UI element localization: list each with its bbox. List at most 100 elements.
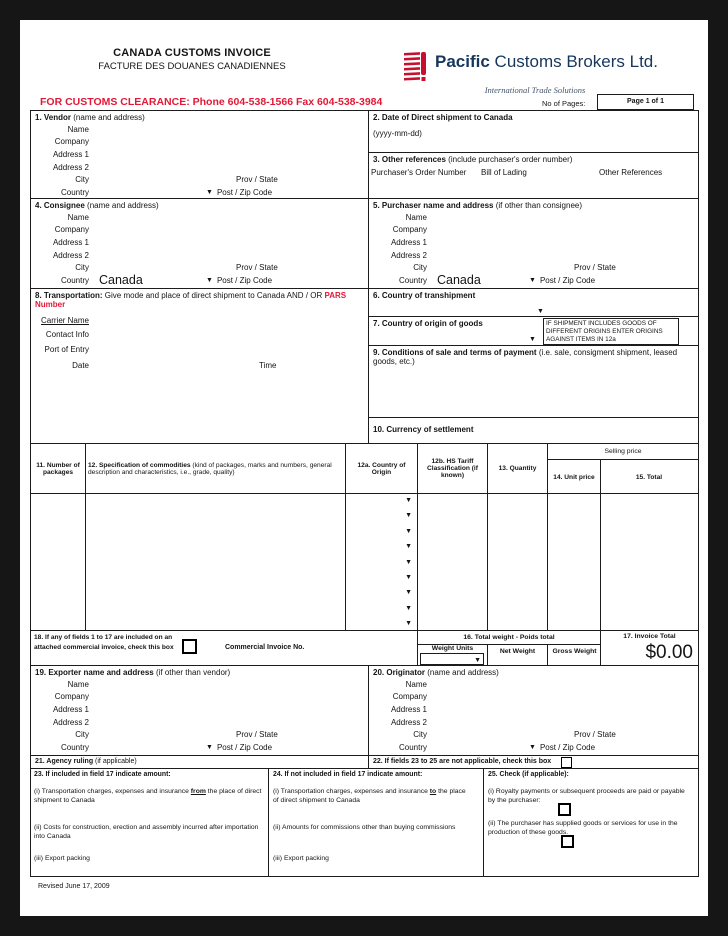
date-label: Date	[72, 360, 89, 370]
field-23-item-1-post: the place of direct shipment to Canada	[34, 788, 262, 805]
field-4-title: 4. Consignee (name and address)	[31, 199, 368, 211]
origin-dropdown-icon[interactable]: ▼	[529, 336, 536, 343]
consignee-postzip-label: Post / Zip Code	[216, 275, 273, 285]
invoice-page: CANADA CUSTOMS INVOICE FACTURE DES DOUAN…	[20, 20, 708, 916]
exporter-address2-label: Address 2	[52, 717, 89, 727]
field-17-invoice-total: 17. Invoice Total $0.00	[601, 631, 698, 666]
weight-units-dropdown-icon[interactable]: ▼	[474, 657, 481, 664]
field-23-item-3: (iii) Export packing	[34, 855, 90, 862]
fields-23-25-na-checkbox[interactable]	[561, 756, 572, 768]
col-12a-header: 12a. Country of Origin	[346, 444, 418, 494]
field-23-item-1-keyword: from	[190, 788, 206, 795]
brand-name: Pacific Customs Brokers Ltd.	[435, 50, 658, 72]
origin-row-dropdown-icon[interactable]: ▼	[405, 589, 412, 597]
col-12b-body[interactable]	[418, 494, 488, 631]
field-22-text: 22. If fields 23 to 25 are not applicabl…	[373, 758, 552, 765]
contact-info-label: Contact Info	[45, 330, 89, 340]
col-11-body[interactable]	[31, 494, 86, 631]
originator-city-label: City	[413, 730, 427, 740]
field-24-title: 24. If not included in field 17 indicate…	[273, 771, 423, 778]
origin-row-dropdown-icon[interactable]: ▼	[405, 604, 412, 612]
consignee-company-label: Company	[54, 225, 89, 235]
consignee-name-label: Name	[67, 212, 89, 222]
field-10-title: 10. Currency of settlement	[373, 425, 474, 434]
originator-company-label: Company	[392, 692, 427, 702]
consignee-country-dropdown-icon[interactable]: ▼	[206, 276, 213, 284]
exporter-provstate-label: Prov / State	[236, 730, 278, 740]
col-12b-header: 12b. HS Tariff Classification (if known)	[418, 444, 488, 494]
vendor-country-label: Country	[60, 187, 89, 197]
customs-clearance-notice: FOR CUSTOMS CLEARANCE: Phone 604-538-156…	[40, 96, 383, 108]
field-5-subtitle: (if other than consignee)	[495, 201, 583, 210]
field-9-subtitle: (i.e. sale, consigment shipment, leased …	[373, 348, 678, 366]
field-24-item-1-pre: (i) Transportation charges, expenses and…	[273, 788, 430, 795]
field-24-item-2: (ii) Amounts for commissions other than …	[273, 824, 456, 831]
page-count-field[interactable]: Page 1 of 1	[597, 94, 694, 110]
supplied-goods-checkbox[interactable]	[561, 835, 574, 848]
field-8-description: Give mode and place of direct shipment t…	[102, 291, 325, 300]
field-24-item-1-post: the place of direct shipment to Canada	[273, 788, 466, 805]
col-15-body[interactable]	[601, 494, 698, 631]
form-title-english: CANADA CUSTOMS INVOICE	[113, 47, 271, 59]
consignee-address2-label: Address 2	[52, 250, 89, 260]
col-11-header: 11. Number of packages	[31, 444, 86, 494]
consignee-provstate-label: Prov / State	[236, 263, 278, 273]
field-24-item-3: (iii) Export packing	[273, 855, 329, 862]
field-4-number: 4. Consignee	[35, 201, 85, 210]
field-18-attached-invoice: 18. If any of fields 1 to 17 are include…	[31, 631, 418, 666]
field-19-number: 19. Exporter name and address	[35, 668, 154, 677]
field-23-included-amounts: 23. If included in field 17 indicate amo…	[31, 769, 269, 876]
field-23-item-1: (i) Transportation charges, expenses and…	[34, 787, 262, 805]
field-16-title: 16. Total weight - Poids total	[418, 631, 600, 645]
origin-row-dropdown-icon[interactable]: ▼	[405, 573, 412, 581]
field-21-title: 21. Agency ruling (if applicable)	[31, 756, 368, 765]
net-weight-cell: Net Weight	[488, 644, 548, 666]
origin-row-dropdown-icon[interactable]: ▼	[405, 527, 412, 535]
origin-row-dropdown-icon[interactable]: ▼	[405, 512, 412, 520]
originator-country-dropdown-icon[interactable]: ▼	[529, 743, 536, 751]
field-2-date-of-shipment: 2. Date of Direct shipment to Canada (yy…	[369, 111, 698, 153]
field-20-subtitle: (name and address)	[427, 668, 499, 677]
customs-invoice-form: 1. Vendor (name and address) Name Compan…	[30, 110, 699, 877]
purchaser-address1-label: Address 1	[390, 237, 427, 247]
col-12-header: 12. Specification of commodities (kind o…	[86, 444, 346, 494]
origin-row-dropdown-icon[interactable]: ▼	[405, 543, 412, 551]
weight-units-label: Weight Units	[431, 645, 474, 652]
col-13-body[interactable]	[488, 494, 548, 631]
purchaser-country-value[interactable]: Canada	[437, 273, 481, 288]
vendor-city-label: City	[75, 175, 89, 185]
vendor-country-dropdown-icon[interactable]: ▼	[206, 188, 213, 196]
port-of-entry-label: Port of Entry	[44, 344, 89, 354]
purchaser-country-dropdown-icon[interactable]: ▼	[529, 276, 536, 284]
weight-units-cell: Weight Units ▼	[418, 644, 488, 666]
originator-address2-label: Address 2	[390, 717, 427, 727]
field-10-currency: 10. Currency of settlement	[369, 418, 698, 444]
consignee-city-label: City	[75, 263, 89, 273]
field-4-subtitle: (name and address)	[87, 201, 159, 210]
bill-of-lading-label: Bill of Lading	[481, 168, 527, 177]
purchaser-name-label: Name	[405, 212, 427, 222]
field-17-title: 17. Invoice Total	[623, 633, 676, 640]
origin-row-dropdown-icon[interactable]: ▼	[405, 497, 412, 504]
attached-invoice-checkbox[interactable]	[182, 639, 197, 654]
origin-row-dropdown-icon[interactable]: ▼	[405, 558, 412, 566]
field-3-subtitle: (include purchaser's order number)	[448, 155, 573, 164]
consignee-country-value[interactable]: Canada	[99, 273, 143, 288]
transhipment-dropdown-icon[interactable]: ▼	[537, 308, 544, 315]
purchaser-provstate-label: Prov / State	[574, 263, 616, 273]
originator-country-label: Country	[398, 742, 427, 752]
weight-units-dropdown[interactable]: ▼	[420, 653, 484, 665]
field-8-transportation: 8. Transportation: Give mode and place o…	[31, 289, 369, 444]
field-19-exporter: 19. Exporter name and address (if other …	[31, 666, 369, 756]
col-12-body[interactable]	[86, 494, 346, 631]
exporter-country-dropdown-icon[interactable]: ▼	[206, 743, 213, 751]
col-15-header: 15. Total	[635, 473, 663, 481]
col-14-body[interactable]	[548, 494, 601, 631]
origin-row-dropdown-icon[interactable]: ▼	[405, 620, 412, 627]
field-20-number: 20. Originator	[373, 668, 426, 677]
field-25-item-1: (i) Royalty payments or subsequent proce…	[488, 788, 685, 805]
royalty-payments-checkbox[interactable]	[558, 803, 571, 816]
invoice-total-value: $0.00	[645, 642, 693, 663]
exporter-address1-label: Address 1	[52, 704, 89, 714]
time-label: Time	[259, 360, 277, 370]
